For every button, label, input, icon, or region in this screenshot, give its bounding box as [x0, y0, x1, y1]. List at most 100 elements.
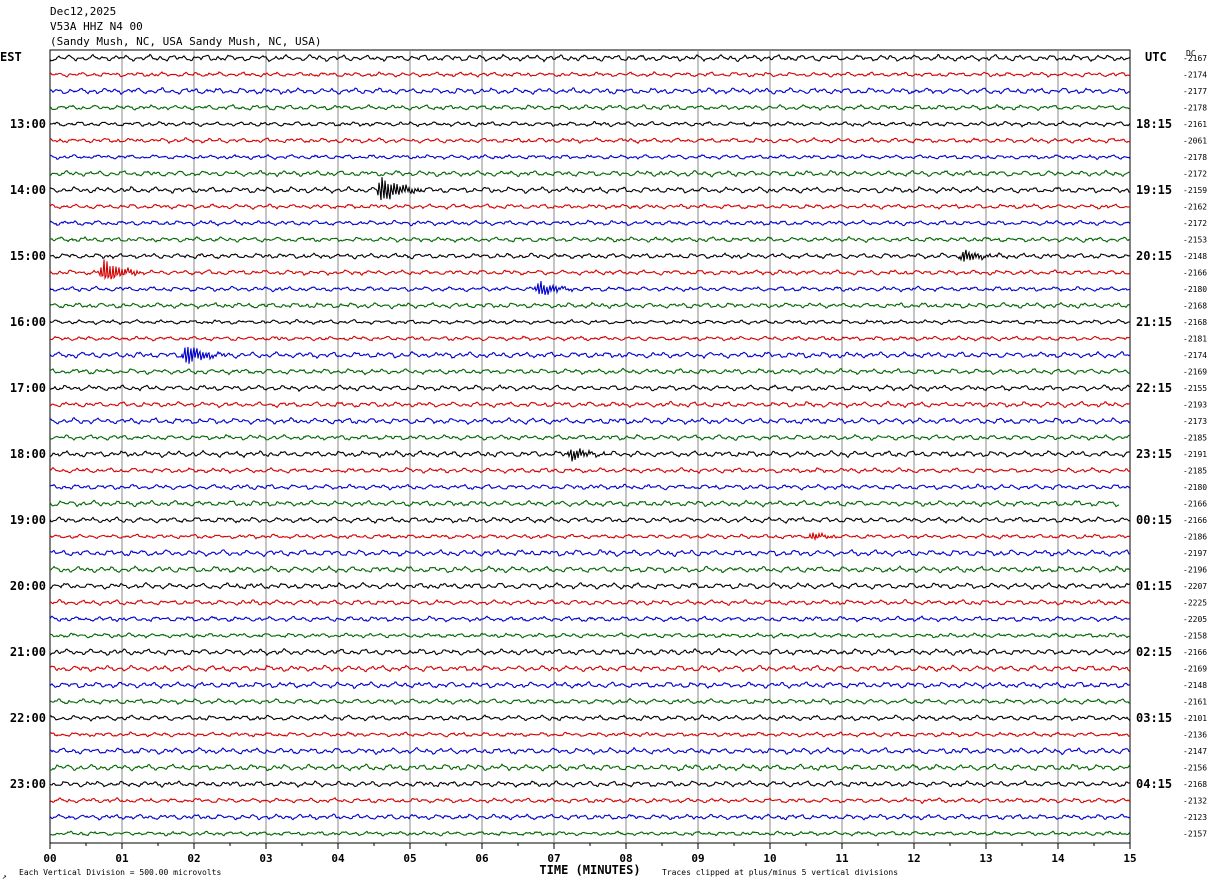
dc-offset-label: -2167 [1183, 54, 1207, 63]
dc-offset-label: -2123 [1183, 813, 1207, 822]
seismic-trace [49, 400, 1131, 409]
dc-offset-label: -2169 [1183, 368, 1207, 377]
dc-offset-label: -2177 [1183, 87, 1207, 96]
seismic-trace [49, 136, 1131, 145]
seismic-trace [49, 249, 1131, 262]
dc-offset-label: -2159 [1183, 186, 1207, 195]
dc-offset-label: -2101 [1183, 714, 1207, 723]
seismic-trace [49, 598, 1131, 607]
x-tick-label: 14 [1051, 852, 1065, 865]
seismic-trace [49, 681, 1131, 690]
dc-offset-label: -2161 [1183, 120, 1207, 129]
right-time-label: 01:15 [1136, 579, 1172, 593]
dc-offset-label: -2166 [1183, 648, 1207, 657]
dc-offset-label: -2186 [1183, 533, 1207, 542]
x-tick-label: 04 [331, 852, 345, 865]
seismic-trace [49, 384, 1131, 393]
x-tick-label: 15 [1123, 852, 1136, 865]
dc-offset-label: -2205 [1183, 615, 1207, 624]
seismic-trace [49, 499, 1120, 508]
dc-offset-label: -2157 [1183, 830, 1207, 839]
seismic-trace [49, 615, 1131, 623]
x-tick-label: 07 [547, 852, 560, 865]
x-axis-title: TIME (MINUTES) [539, 863, 640, 877]
seismic-trace [49, 153, 1131, 161]
dc-offset-label: -2181 [1183, 335, 1207, 344]
left-time-label: 20:00 [10, 579, 46, 593]
left-time-label: 15:00 [10, 249, 46, 263]
seismic-trace [49, 86, 1131, 96]
left-time-label: 22:00 [10, 711, 46, 725]
dc-offset-label: -2169 [1183, 665, 1207, 674]
right-time-label: 00:15 [1136, 513, 1172, 527]
dc-offset-label: -2162 [1183, 203, 1207, 212]
dc-offset-label: -2185 [1183, 434, 1207, 443]
corner-mark: ↗ [2, 872, 7, 881]
x-tick-label: 05 [403, 852, 416, 865]
dc-offset-label: -2148 [1183, 681, 1207, 690]
dc-offset-label: -2197 [1183, 549, 1207, 558]
seismic-trace [49, 103, 1131, 112]
seismic-trace [49, 259, 1131, 281]
x-tick-label: 09 [691, 852, 704, 865]
right-time-label: 23:15 [1136, 447, 1172, 461]
dc-offset-label: -2168 [1183, 318, 1207, 327]
left-timezone-label: EST [0, 50, 22, 64]
seismic-trace [49, 335, 1131, 342]
seismic-trace [49, 448, 1131, 462]
seismic-trace [49, 515, 1131, 525]
seismic-trace [49, 780, 1131, 788]
seismic-trace [49, 301, 1131, 310]
right-time-label: 02:15 [1136, 645, 1172, 659]
header-station: V53A HHZ N4 00 [50, 20, 143, 33]
right-time-label: 20:15 [1136, 249, 1172, 263]
dc-offset-label: -2132 [1183, 797, 1207, 806]
header-date: Dec12,2025 [50, 5, 117, 18]
x-tick-label: 03 [259, 852, 272, 865]
dc-offset-label: -2156 [1183, 764, 1207, 773]
left-time-label: 17:00 [10, 381, 46, 395]
dc-offset-label: -2178 [1183, 104, 1207, 113]
x-tick-label: 06 [475, 852, 489, 865]
seismic-trace [49, 830, 1131, 837]
dc-offset-label: -2174 [1183, 351, 1207, 360]
dc-offset-label: -2166 [1183, 269, 1207, 278]
x-tick-label: 01 [115, 852, 129, 865]
seismic-trace [49, 203, 1131, 211]
dc-offset-label: -2180 [1183, 285, 1207, 294]
dc-header-label: DC [1186, 49, 1196, 58]
right-time-label: 18:15 [1136, 117, 1172, 131]
left-time-label: 23:00 [10, 777, 46, 791]
dc-offset-label: -2147 [1183, 747, 1207, 756]
x-tick-label: 13 [979, 852, 992, 865]
right-time-label: 03:15 [1136, 711, 1172, 725]
dc-offset-label: -2225 [1183, 599, 1207, 608]
x-tick-label: 00 [43, 852, 56, 865]
x-tick-label: 02 [187, 852, 200, 865]
seismic-trace [49, 53, 1131, 63]
seismic-trace [49, 235, 1131, 244]
dc-offset-label: -2178 [1183, 153, 1207, 162]
seismic-trace [49, 548, 1131, 558]
dc-offset-label: -2168 [1183, 302, 1207, 311]
x-tick-label: 10 [763, 852, 776, 865]
dc-offset-label: -2191 [1183, 450, 1207, 459]
dc-offset-label: -2153 [1183, 236, 1207, 245]
seismic-trace [49, 318, 1131, 326]
seismic-trace [49, 71, 1131, 78]
seismic-trace [49, 664, 1131, 673]
header-location: (Sandy Mush, NC, USA Sandy Mush, NC, USA… [50, 35, 322, 48]
dc-offset-label: -2158 [1183, 632, 1207, 641]
dc-offset-label: -2168 [1183, 780, 1207, 789]
seismic-trace [49, 746, 1131, 756]
dc-offset-label: -2172 [1183, 170, 1207, 179]
seismic-trace [49, 632, 1131, 639]
dc-offset-label: -2166 [1183, 516, 1207, 525]
left-time-label: 19:00 [10, 513, 46, 527]
dc-offset-label: -2174 [1183, 71, 1207, 80]
dc-offset-label: -2148 [1183, 252, 1207, 261]
seismic-trace [49, 796, 1131, 805]
dc-offset-label: -2207 [1183, 582, 1207, 591]
seismic-trace [50, 565, 1131, 574]
